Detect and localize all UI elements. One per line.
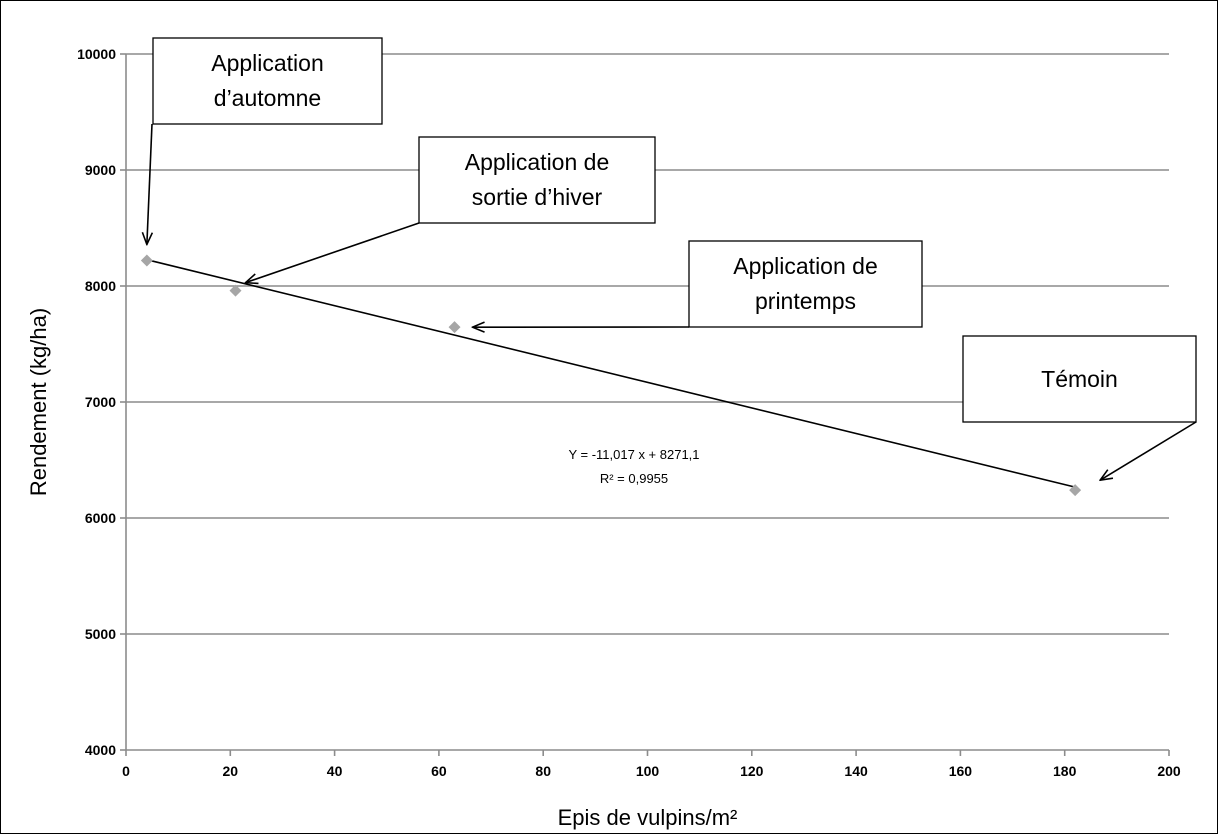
y-tick-label: 7000 [85,394,116,410]
x-tick-label: 60 [431,763,447,779]
x-axis-title: Epis de vulpins/m² [558,805,738,830]
x-tick-label: 200 [1157,763,1181,779]
trend-equation: Y = -11,017 x + 8271,1 [568,447,699,462]
x-tick-label: 20 [223,763,239,779]
callout-arrow [1100,422,1196,480]
callout-label: Application de [733,253,878,279]
data-point [449,321,461,333]
callout-arrow [147,124,152,244]
x-tick-label: 160 [949,763,973,779]
y-axis-title: Rendement (kg/ha) [26,308,51,496]
y-tick-label: 6000 [85,510,116,526]
callout-arrow [246,223,419,283]
x-tick-label: 100 [636,763,660,779]
x-tick-label: 80 [535,763,551,779]
y-tick-label: 9000 [85,162,116,178]
y-tick-label: 5000 [85,626,116,642]
y-tick-label: 8000 [85,278,116,294]
callout-label: sortie d’hiver [472,184,603,210]
x-tick-label: 180 [1053,763,1077,779]
r-squared: R² = 0,9955 [600,471,668,486]
callout-label: Application [211,50,324,76]
callout-label: Application de [465,149,610,175]
y-tick-label: 10000 [77,46,116,62]
data-point [141,254,153,266]
x-tick-label: 140 [844,763,868,779]
callout-label: printemps [755,288,856,314]
y-tick-label: 4000 [85,742,116,758]
callout-label: Témoin [1041,366,1118,392]
x-tick-label: 120 [740,763,764,779]
x-tick-label: 0 [122,763,130,779]
callout-label: d’automne [214,85,321,111]
x-tick-label: 40 [327,763,343,779]
